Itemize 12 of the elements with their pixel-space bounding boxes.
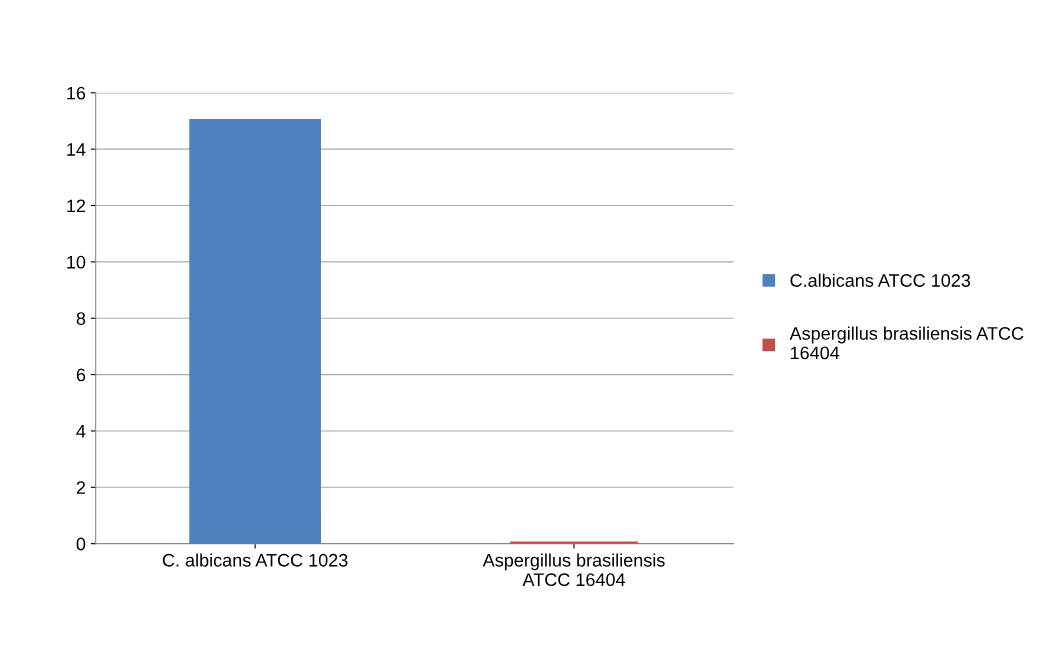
y-tick-label: 14 <box>67 143 86 156</box>
legend-label: C.albicans ATCC 1023 <box>790 273 971 287</box>
y-tick-label: 0 <box>76 537 86 551</box>
y-tick-label: 12 <box>67 199 86 213</box>
y-tick-label: 2 <box>76 481 86 494</box>
y-tick-label: 6 <box>76 368 86 382</box>
y-tick-label: 8 <box>76 312 86 325</box>
y-tick-label: 16 <box>67 86 86 100</box>
y-tick-label: 10 <box>67 255 86 269</box>
x-tick-label: C. albicans ATCC 1023 <box>162 553 348 567</box>
y-tick-label: 4 <box>76 425 86 438</box>
legend-label: Aspergillus brasiliensis ATCC 16404 <box>789 326 1024 360</box>
